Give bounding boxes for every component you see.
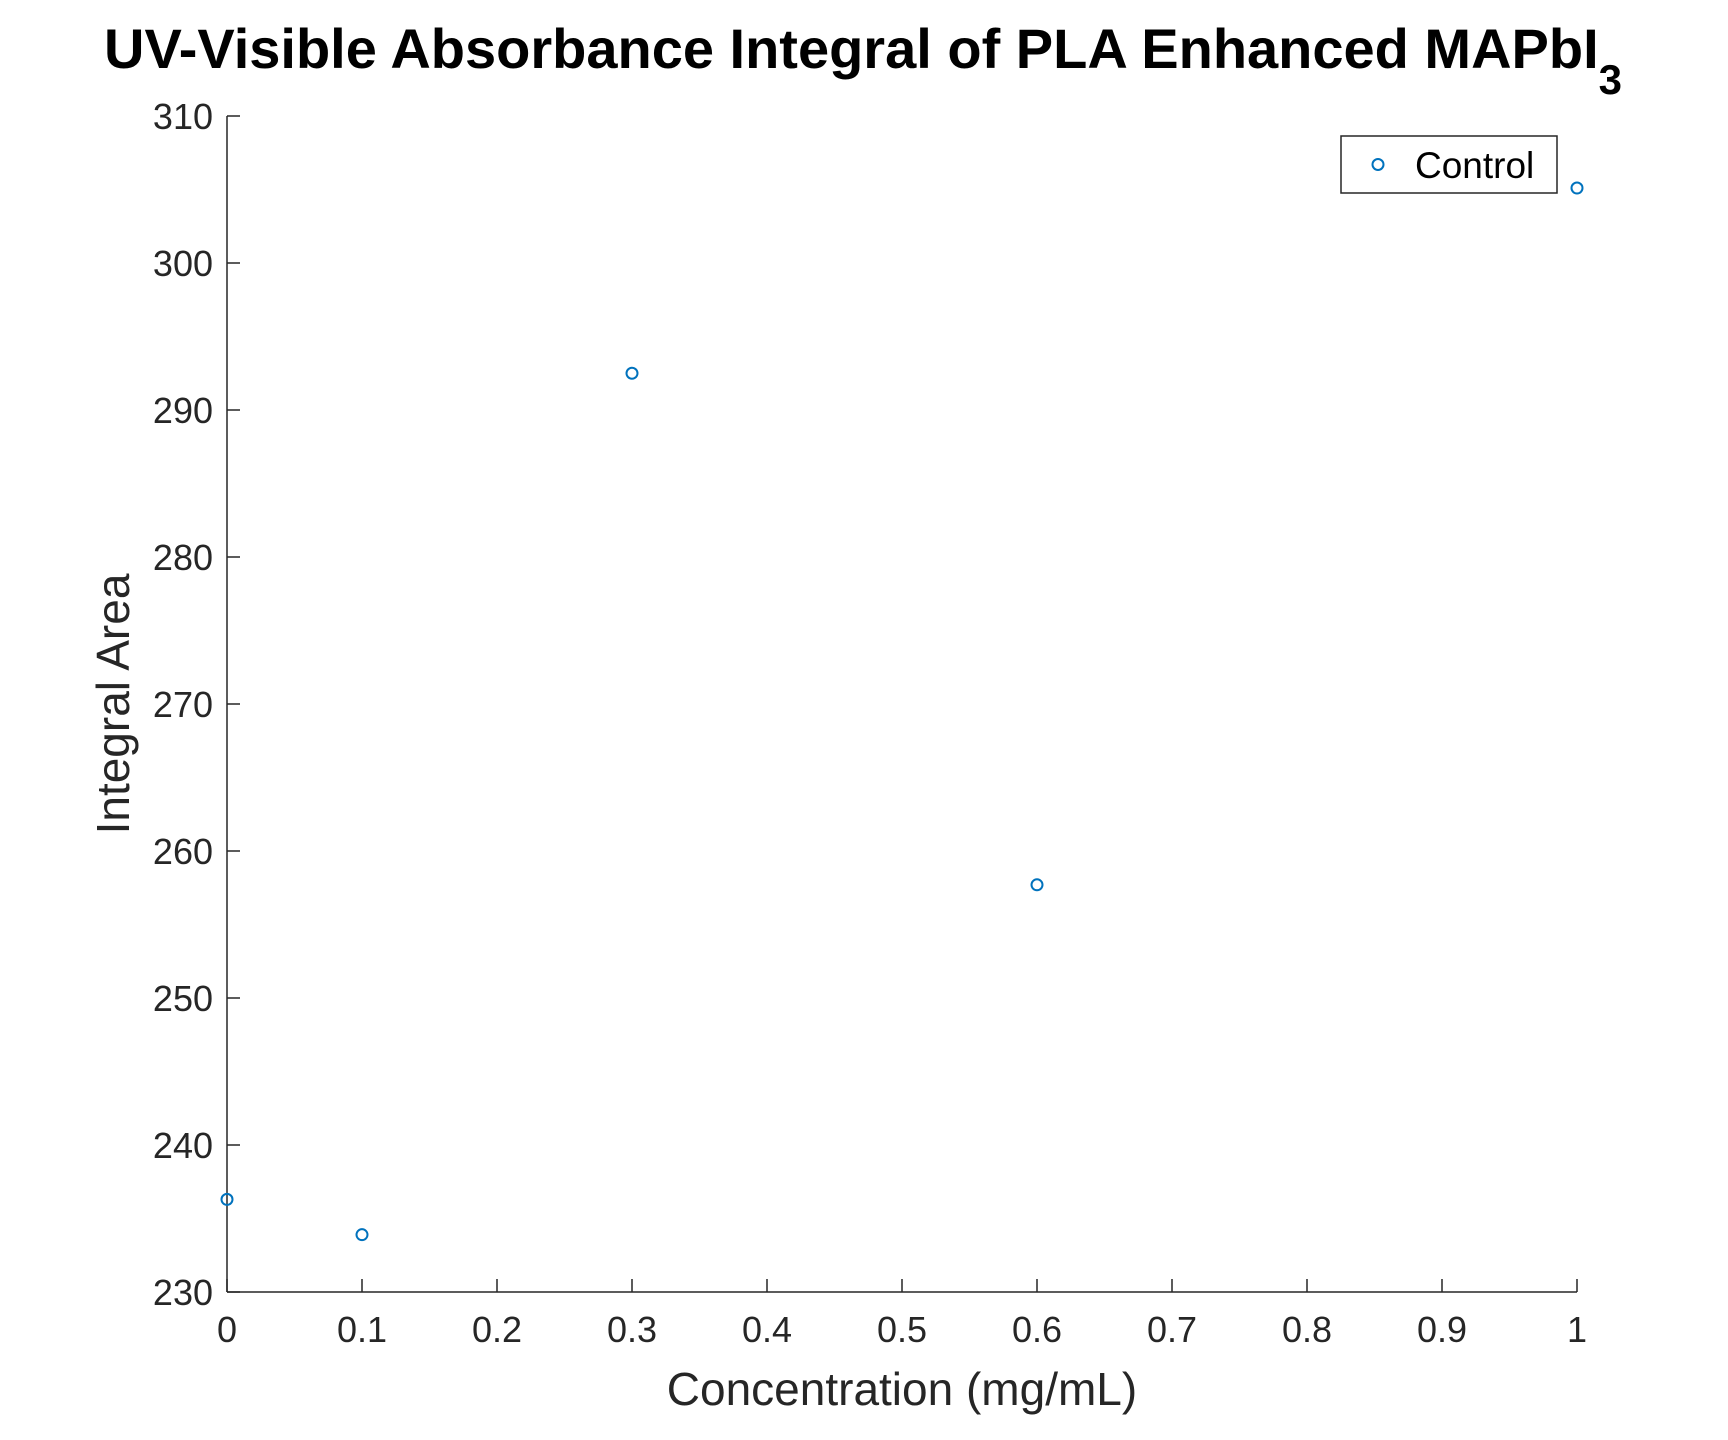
- x-tick-label: 0.9: [1417, 1309, 1467, 1350]
- y-tick-group: 230 240 250 260 270 280 290 300 310: [153, 96, 240, 1313]
- data-point: [625, 366, 639, 380]
- y-tick-label: 250: [153, 978, 213, 1019]
- x-tick-label: 0.7: [1147, 1309, 1197, 1350]
- x-tick-label: 0.8: [1282, 1309, 1332, 1350]
- y-tick-label: 290: [153, 390, 213, 431]
- x-tick-label: 0.4: [742, 1309, 792, 1350]
- chart-title-main: UV-Visible Absorbance Integral of PLA En…: [104, 17, 1599, 80]
- plot-area: [226, 116, 1577, 1293]
- data-point: [1570, 181, 1584, 195]
- x-tick-label: 0.5: [877, 1309, 927, 1350]
- x-tick-label: 1: [1567, 1309, 1587, 1350]
- marker-group: [220, 181, 1584, 1242]
- legend-box: [1340, 135, 1558, 194]
- y-tick-label: 260: [153, 831, 213, 872]
- x-tick-group: 0 0.1 0.2 0.3 0.4 0.5 0.6 0.7 0.8 0.9 1: [217, 1279, 1587, 1350]
- y-tick-label: 270: [153, 684, 213, 725]
- x-tick-label: 0.6: [1012, 1309, 1062, 1350]
- y-tick-label: 240: [153, 1125, 213, 1166]
- chart-title: UV-Visible Absorbance Integral of PLA En…: [104, 17, 1622, 103]
- y-tick-label: 230: [153, 1272, 213, 1313]
- x-tick-label: 0.1: [337, 1309, 387, 1350]
- data-point: [220, 1192, 234, 1206]
- y-tick-label: 300: [153, 243, 213, 284]
- y-tick-label: 310: [153, 96, 213, 137]
- legend-marker-control: [1371, 158, 1385, 171]
- data-point: [355, 1228, 369, 1242]
- x-axis-label: Concentration (mg/mL): [667, 1363, 1137, 1415]
- y-axis-label: Integral Area: [87, 573, 139, 834]
- chart-title-subscript: 3: [1599, 56, 1622, 103]
- x-tick-label: 0: [217, 1309, 237, 1350]
- legend-label-control: Control: [1415, 145, 1534, 186]
- y-tick-label: 280: [153, 537, 213, 578]
- x-tick-label: 0.3: [607, 1309, 657, 1350]
- legend: Control: [1340, 135, 1558, 194]
- data-point: [1030, 878, 1044, 892]
- x-tick-label: 0.2: [472, 1309, 522, 1350]
